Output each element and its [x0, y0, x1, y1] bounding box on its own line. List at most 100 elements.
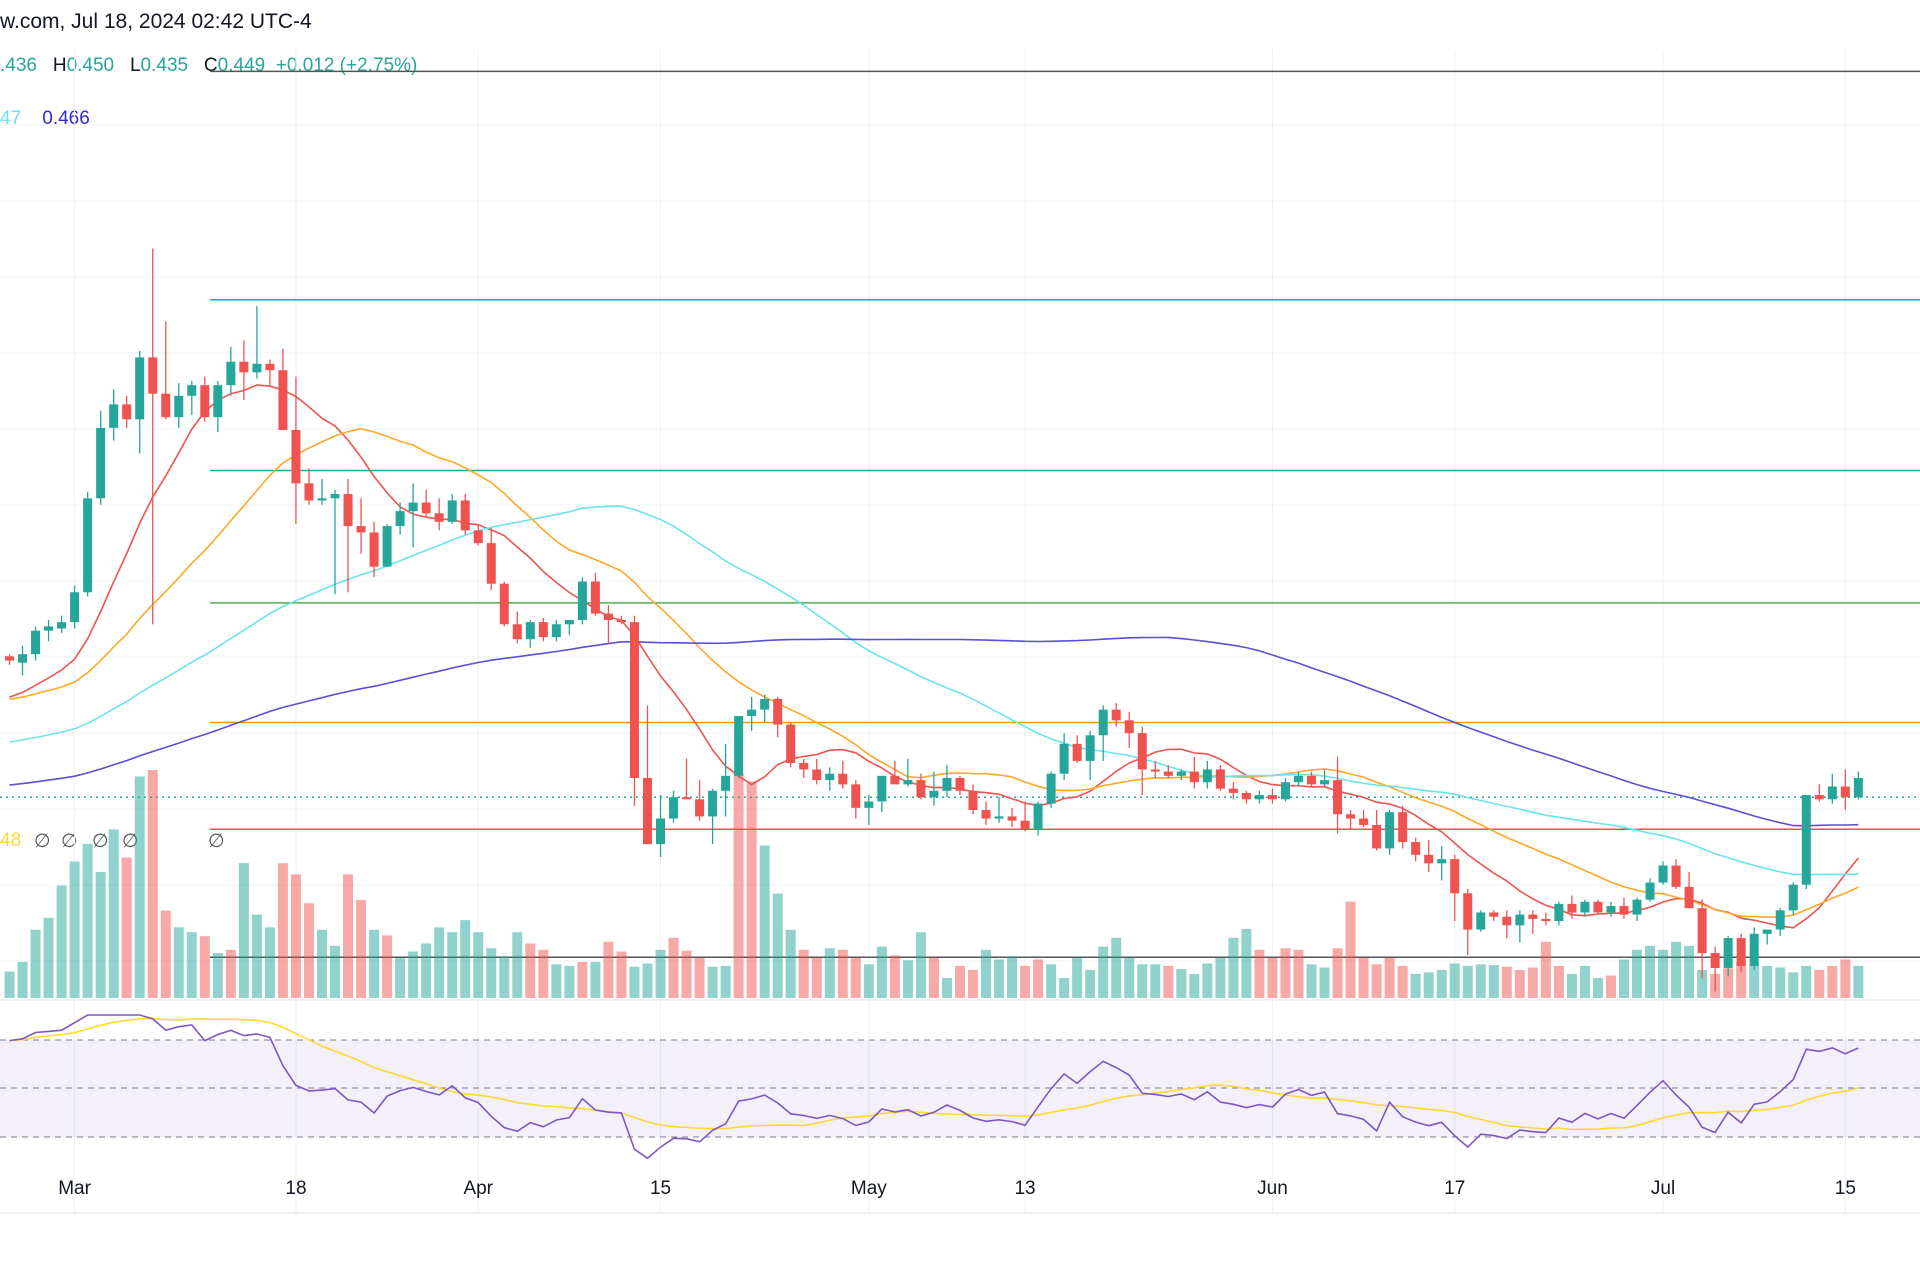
candle-body — [695, 799, 705, 817]
volume-bar — [876, 946, 887, 998]
candle-body — [486, 543, 496, 584]
candle-body — [981, 810, 991, 819]
candle-body — [330, 494, 340, 499]
volume-bar — [1020, 965, 1031, 998]
volume-bar — [1527, 967, 1538, 998]
candle-body — [460, 500, 470, 531]
null-marker: ∅ — [208, 831, 225, 852]
volume-bar — [707, 966, 718, 998]
volume-bar — [290, 874, 301, 998]
candle-body — [1515, 914, 1525, 926]
volume-bar — [590, 961, 601, 998]
candle-body — [57, 622, 67, 629]
candle-body — [1176, 771, 1186, 776]
volume-bar — [1449, 963, 1460, 998]
candle-body — [838, 773, 848, 785]
candle-body — [1710, 953, 1720, 968]
volume-bar — [1033, 959, 1044, 998]
x-axis-tick-label: 15 — [1835, 1178, 1856, 1199]
volume-bar — [1202, 963, 1213, 998]
volume-bar — [17, 961, 28, 998]
volume-bar — [629, 966, 640, 998]
candle-body — [1241, 792, 1251, 800]
volume-bar — [238, 863, 249, 998]
candle-body — [1528, 914, 1538, 919]
volume-bar — [1345, 901, 1356, 998]
volume-bar — [95, 871, 106, 998]
volume-bar — [408, 951, 419, 998]
candle-body — [1437, 859, 1447, 864]
x-axis-tick-label: Jul — [1651, 1178, 1675, 1199]
candle-body — [1293, 775, 1303, 783]
volume-bar — [1358, 957, 1369, 998]
candle-body — [1801, 795, 1811, 885]
candle-body — [44, 626, 54, 631]
candle-body — [1111, 709, 1121, 721]
volume-bar — [915, 932, 926, 998]
candle-body — [590, 581, 600, 614]
volume-bar — [1671, 941, 1682, 998]
x-axis-tick-label: Jun — [1257, 1178, 1288, 1199]
volume-bar — [538, 949, 549, 998]
volume-bar — [4, 971, 15, 998]
volume-bar — [147, 770, 158, 998]
candle-body — [1020, 820, 1030, 830]
candle-body — [968, 790, 978, 810]
low-value: 0.435 — [140, 55, 189, 76]
volume-bar — [1645, 945, 1656, 998]
volume-bar — [395, 957, 406, 998]
candle-body — [1606, 906, 1616, 913]
candle-body — [369, 532, 379, 567]
candle-body — [1359, 818, 1369, 825]
volume-bar — [1124, 957, 1135, 998]
volume-bar — [954, 965, 965, 998]
candle-body — [1137, 733, 1147, 770]
volume-bar — [1150, 964, 1161, 998]
volume-bar — [121, 857, 132, 998]
volume-bar — [225, 949, 236, 998]
volume-bar — [681, 950, 692, 998]
volume-bar — [1267, 957, 1278, 998]
volume-bar — [160, 910, 171, 998]
candle-body — [1593, 901, 1603, 913]
candle-body — [1411, 842, 1421, 855]
x-axis-tick-label: May — [851, 1178, 887, 1199]
volume-bar — [277, 863, 288, 998]
volume-bar — [994, 959, 1005, 998]
volume-bar — [1384, 957, 1395, 998]
volume-bar — [837, 949, 848, 998]
volume-bar — [1436, 969, 1447, 998]
volume-bar — [1749, 964, 1760, 998]
volume-bar — [1397, 965, 1408, 998]
volume-bar — [1514, 969, 1525, 998]
volume-bar — [1371, 964, 1382, 998]
candle-body — [642, 777, 652, 845]
candle-body — [1619, 906, 1629, 915]
candle-body — [851, 784, 861, 808]
candle-body — [187, 385, 197, 396]
source-date-label: w.com, Jul 18, 2024 02:42 UTC-4 — [0, 10, 312, 33]
x-axis-tick-label: Mar — [58, 1178, 91, 1199]
candle-body — [551, 624, 561, 638]
candle-body — [174, 395, 184, 418]
volume-bar — [1319, 967, 1330, 998]
candle-body — [773, 698, 783, 725]
volume-bar — [967, 969, 978, 998]
candle-body — [291, 430, 301, 484]
volume-bar — [1072, 957, 1083, 998]
volume-bar — [1293, 949, 1304, 998]
candle-body — [499, 583, 509, 625]
candle-body — [109, 404, 119, 428]
volume-bar — [1579, 965, 1590, 998]
x-axis-tick-label: 13 — [1014, 1178, 1035, 1199]
volume-bar — [668, 937, 679, 998]
candle-body — [577, 581, 587, 620]
candle-body — [1749, 933, 1759, 966]
candle-body — [1280, 782, 1290, 800]
volume-bar — [1423, 972, 1434, 998]
null-marker: ∅ — [122, 831, 139, 852]
volume-bar — [134, 776, 145, 998]
volume-bar — [1814, 969, 1825, 998]
candle-body — [31, 630, 41, 655]
